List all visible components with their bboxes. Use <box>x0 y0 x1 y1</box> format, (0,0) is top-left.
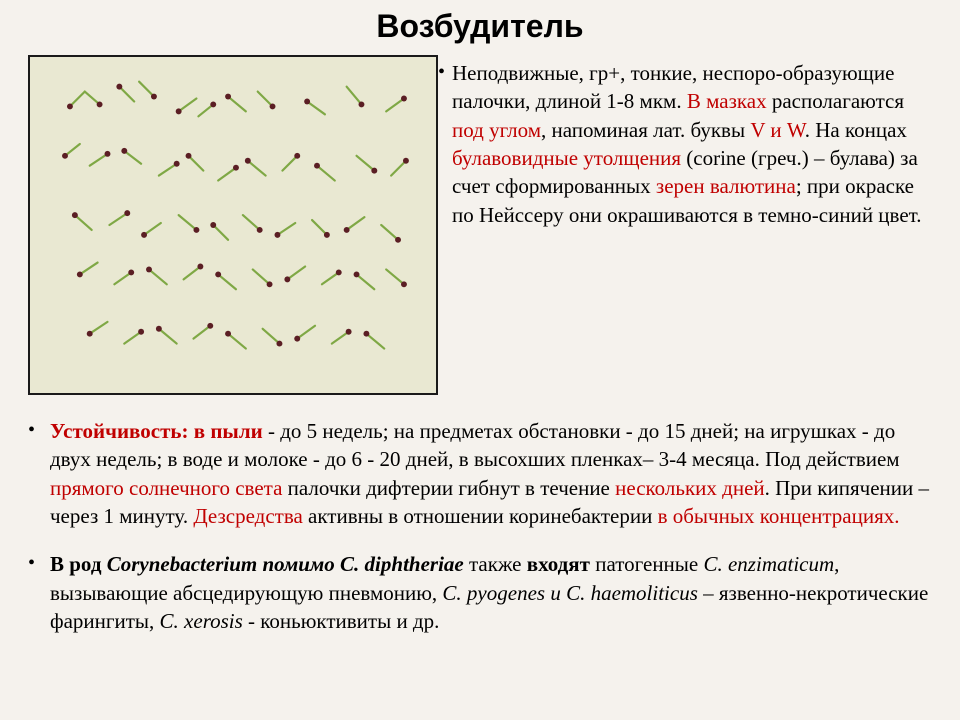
p2-red-3: Дезсредства <box>193 504 302 528</box>
p2-red-4: в обычных концентрациях. <box>658 504 900 528</box>
p1-red-2: под углом <box>452 118 541 142</box>
p3-c: также <box>464 552 527 576</box>
p1-red-1: В мазках <box>687 89 767 113</box>
p1-text-c: , напоминая лат. буквы <box>541 118 750 142</box>
slide-title: Возбудитель <box>28 8 932 45</box>
p1-red-4: булавовидные утолщения <box>452 146 681 170</box>
paragraph-3: В род Corynebacterium помимо C. diphther… <box>28 550 932 635</box>
p2-lead: Устойчивость: в пыли <box>50 419 263 443</box>
paragraph-2: Устойчивость: в пыли - до 5 недель; на п… <box>28 417 932 530</box>
top-row: Неподвижные, гр+, тонкие, неспоро-образу… <box>28 55 932 395</box>
p3-k: - коньюктивиты и др. <box>243 609 440 633</box>
p3-a: В род <box>50 552 107 576</box>
p1-red-5: зерен валютина <box>656 174 796 198</box>
bottom-block: Устойчивость: в пыли - до 5 недель; на п… <box>28 417 932 635</box>
p3-e: патогенные <box>590 552 703 576</box>
p2-red-2: нескольких дней <box>615 476 765 500</box>
p3-j: C. xerosis <box>160 609 243 633</box>
p1-red-3: V и W <box>750 118 804 142</box>
p3-f: C. enzimaticum <box>703 552 834 576</box>
p3-d: входят <box>527 552 590 576</box>
slide: Возбудитель <box>0 0 960 720</box>
p2-red-1: прямого солнечного света <box>50 476 282 500</box>
p1-text-b: располагаются <box>767 89 904 113</box>
p2-text-e: активны в отношении коринебактерии <box>303 504 658 528</box>
p3-h: C. pyogenes и C. haemoliticus <box>442 581 697 605</box>
bacteria-svg <box>30 57 436 393</box>
p1-text-d: . На концах <box>805 118 907 142</box>
p2-text-c: палочки дифтерии гибнут в течение <box>282 476 615 500</box>
p3-b: Corynebacterium помимо C. diphtheriae <box>107 552 464 576</box>
micrograph-image <box>28 55 438 395</box>
paragraph-1: Неподвижные, гр+, тонкие, неспоро-образу… <box>452 55 932 395</box>
